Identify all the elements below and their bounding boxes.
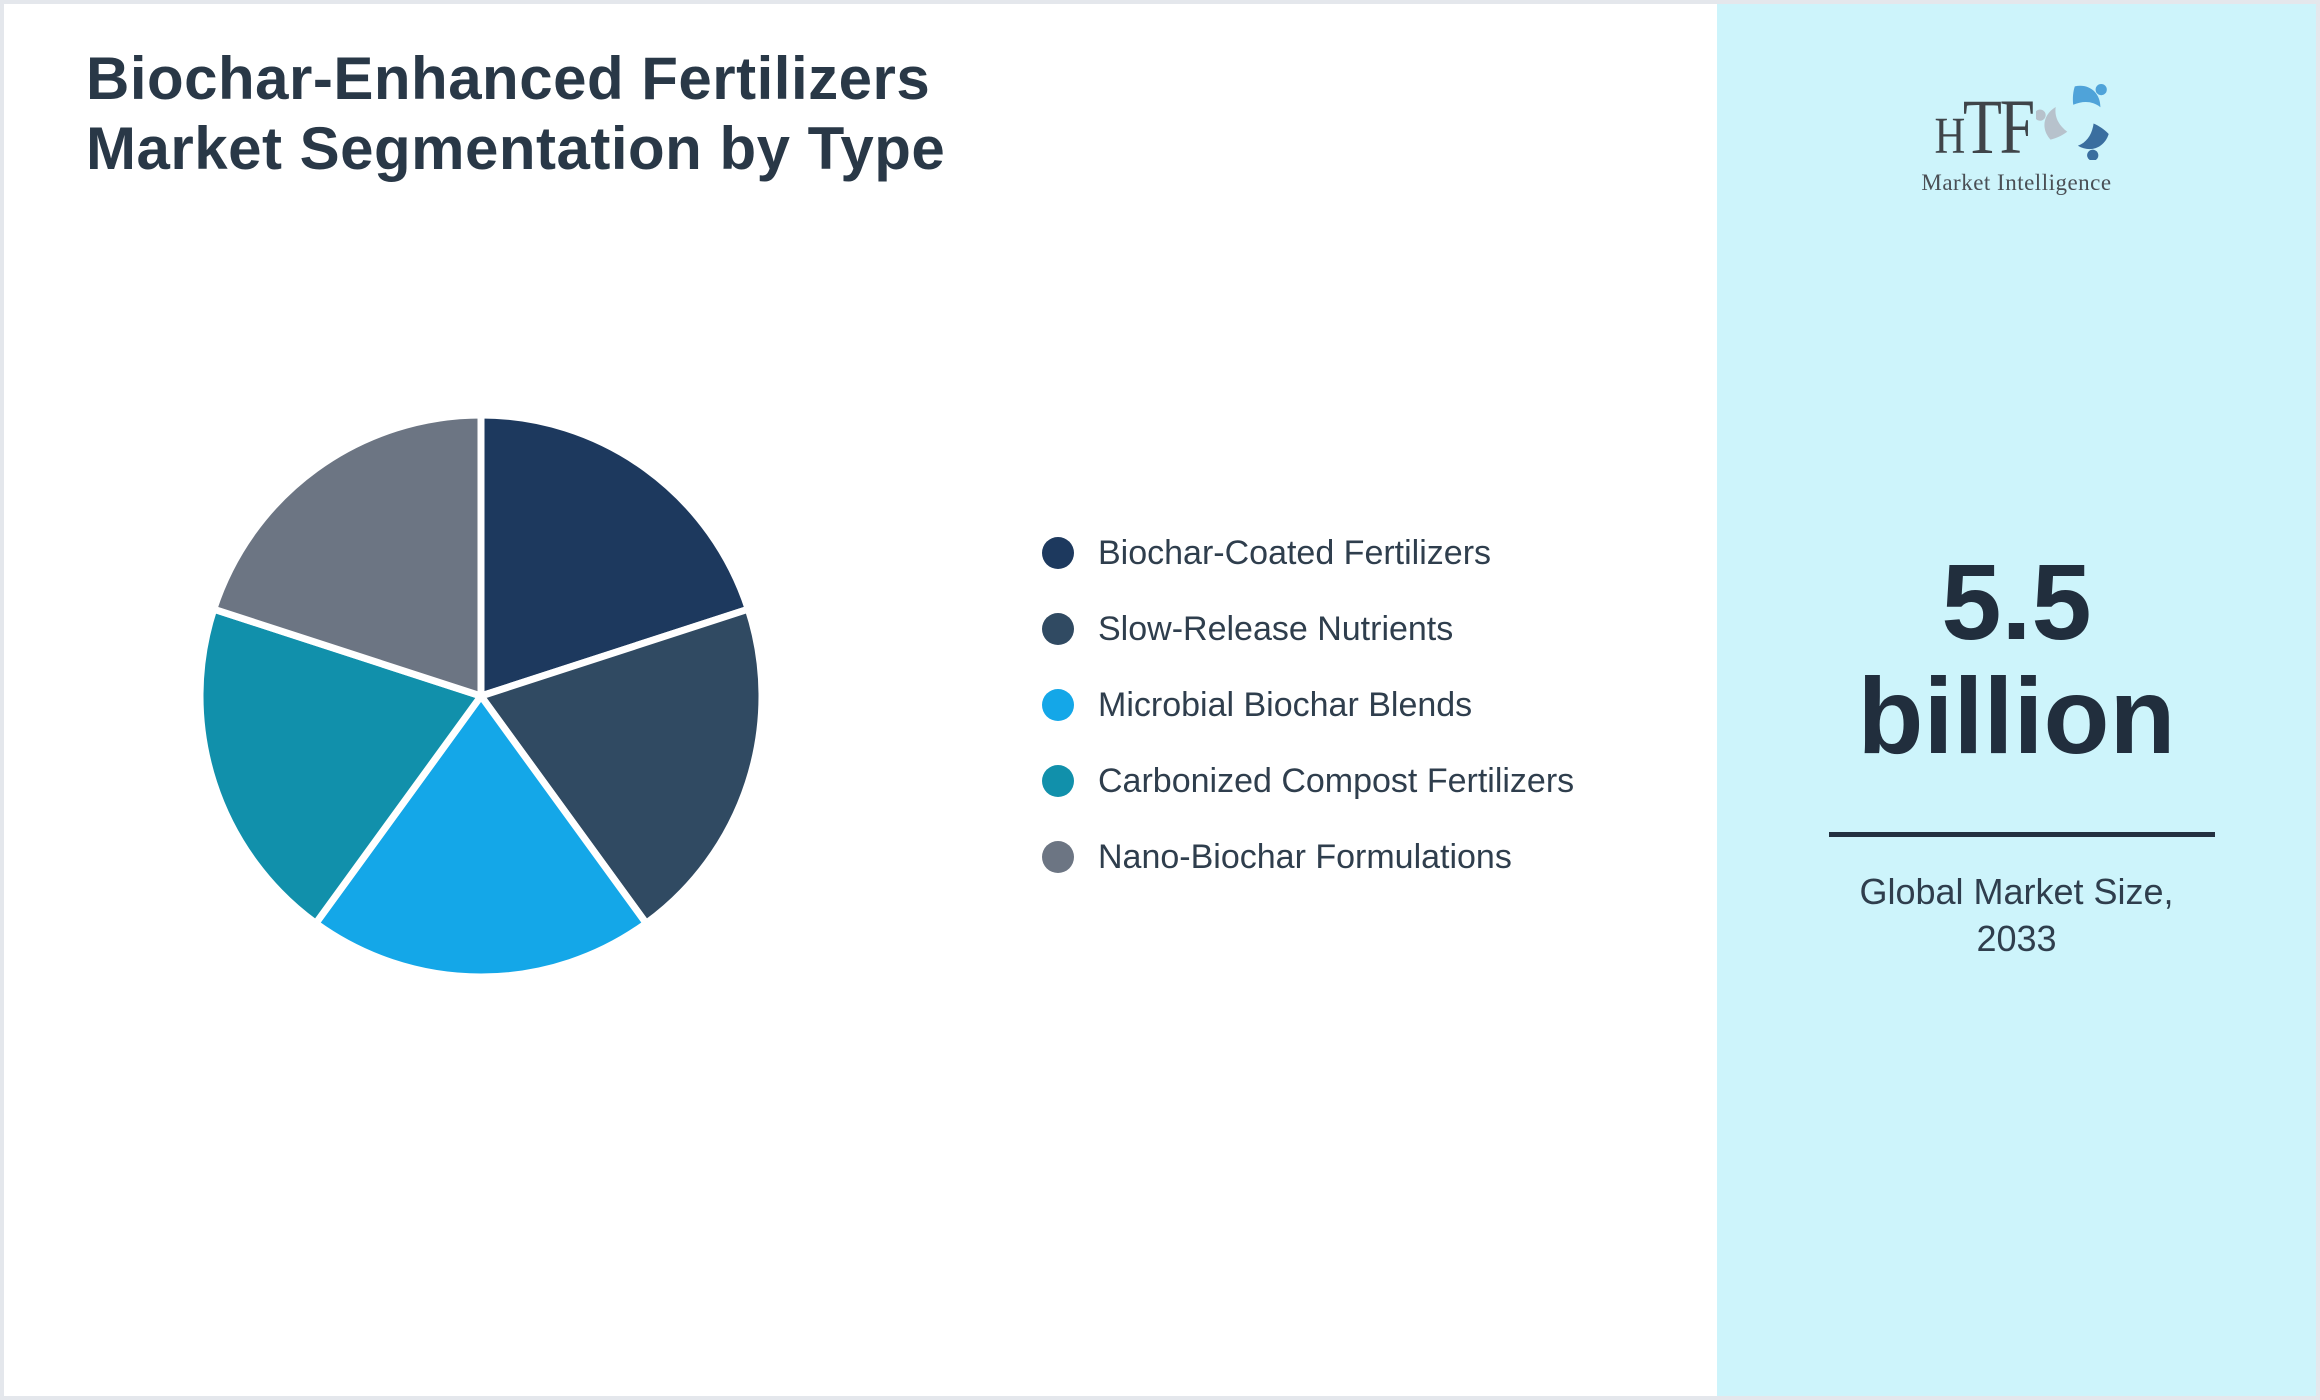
pie-chart-container	[181, 396, 781, 996]
sidebar: HTF Market Intelligence	[1717, 4, 2316, 1396]
market-size-caption: Global Market Size, 2033	[1717, 868, 2316, 962]
main-content: Biochar-Enhanced Fertilizers Market Segm…	[4, 4, 1717, 1396]
legend-swatch-icon	[1042, 613, 1074, 645]
market-size-value: 5.5 billion	[1717, 545, 2316, 773]
page-title-line1: Biochar-Enhanced Fertilizers	[86, 45, 931, 112]
legend-row: Biochar-Coated Fertilizers	[1042, 534, 1574, 572]
pie-slice	[196, 605, 485, 927]
htf-logo: HTF Market Intelligence	[1717, 80, 2316, 196]
market-size-caption-line2: 2033	[1976, 918, 2057, 959]
legend-row: Nano-Biochar Formulations	[1042, 838, 1574, 876]
pie-slice	[477, 605, 766, 927]
htf-logo-subtitle: Market Intelligence	[1921, 170, 2112, 195]
htf-logo-row: HTF	[1913, 80, 2121, 166]
legend-label: Microbial Biochar Blends	[1098, 685, 1473, 724]
legend-swatch-icon	[1042, 765, 1074, 797]
pie-slice	[477, 411, 752, 700]
page-title: Biochar-Enhanced Fertilizers Market Segm…	[86, 44, 945, 184]
legend-swatch-icon	[1042, 689, 1074, 721]
legend-label: Carbonized Compost Fertilizers	[1098, 761, 1575, 800]
htf-logo-swirl-icon	[2036, 84, 2109, 160]
divider-line	[1829, 832, 2215, 837]
market-size-unit: billion	[1857, 655, 2176, 776]
htf-logo-letter-h: H	[1934, 108, 1965, 165]
market-size-caption-line1: Global Market Size,	[1859, 871, 2174, 912]
page-title-line2: Market Segmentation by Type	[86, 115, 946, 182]
market-size-number: 5.5	[1941, 541, 2092, 662]
pie-slice	[312, 692, 650, 981]
legend-label: Nano-Biochar Formulations	[1098, 837, 1512, 876]
pie-slice	[210, 411, 485, 700]
legend-row: Microbial Biochar Blends	[1042, 686, 1574, 724]
legend-row: Carbonized Compost Fertilizers	[1042, 762, 1574, 800]
legend-swatch-icon	[1042, 537, 1074, 569]
legend-label: Slow-Release Nutrients	[1098, 609, 1454, 648]
pie-chart	[196, 411, 766, 981]
legend-swatch-icon	[1042, 841, 1074, 873]
htf-logo-text: HTF	[1934, 88, 2035, 166]
legend-label: Biochar-Coated Fertilizers	[1098, 533, 1492, 572]
legend-row: Slow-Release Nutrients	[1042, 610, 1574, 648]
chart-legend: Biochar-Coated Fertilizers Slow-Release …	[1042, 534, 1574, 876]
htf-logo-letters-tf: TF	[1962, 83, 2035, 170]
